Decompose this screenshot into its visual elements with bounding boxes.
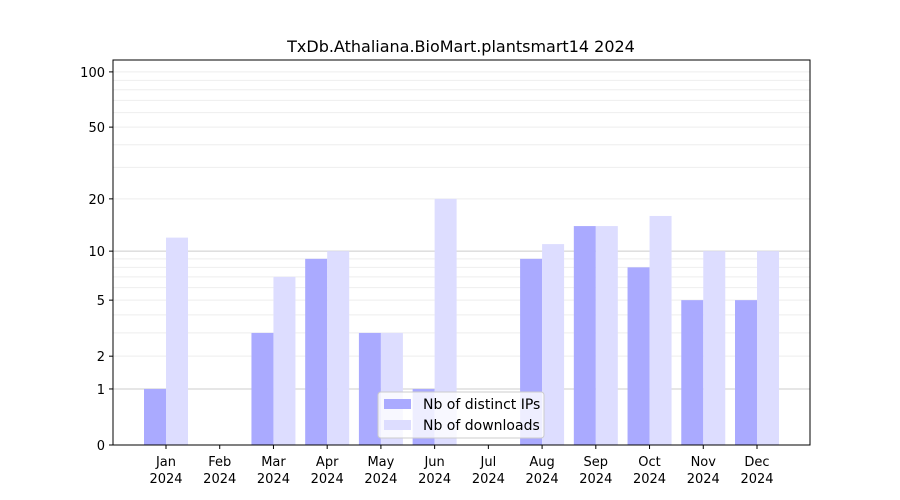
bar-downloads — [595, 226, 618, 445]
y-tick-label: 0 — [97, 439, 105, 454]
bar-downloads — [434, 198, 457, 445]
x-tick-label: Apr — [316, 455, 339, 470]
y-tick-label: 20 — [88, 193, 105, 208]
bar-downloads — [273, 276, 296, 445]
x-tick-label: 2024 — [526, 472, 559, 487]
x-tick-label: 2024 — [472, 472, 505, 487]
x-tick-label: Jun — [423, 455, 444, 470]
bar-downloads — [703, 251, 726, 445]
x-tick-label: 2024 — [633, 472, 666, 487]
x-tick-label: 2024 — [418, 472, 451, 487]
bar-distinct-ips — [573, 226, 596, 445]
plot-frame — [112, 59, 811, 446]
x-tick-label: 2024 — [257, 472, 290, 487]
y-tick-label: 50 — [88, 121, 105, 136]
bar-downloads — [757, 251, 779, 445]
bar-distinct-ips — [358, 332, 381, 445]
bar-downloads — [327, 251, 350, 445]
x-tick-label: Aug — [529, 455, 554, 470]
x-tick-label: 2024 — [579, 472, 612, 487]
x-tick-label: 2024 — [149, 472, 182, 487]
x-tick-label: 2024 — [364, 472, 397, 487]
x-tick-label: Nov — [691, 455, 717, 470]
bar-downloads — [649, 215, 672, 445]
legend-swatch-downloads — [384, 420, 411, 430]
x-tick-label: Dec — [744, 455, 769, 470]
x-tick-label: Feb — [208, 455, 231, 470]
x-tick-label: Mar — [261, 455, 286, 470]
y-tick-label: 10 — [88, 245, 105, 260]
bar-downloads — [166, 237, 188, 445]
bar-distinct-ips — [681, 300, 704, 445]
legend-label-ips: Nb of distinct IPs — [423, 397, 540, 413]
x-tick-label: Jul — [480, 455, 497, 470]
bar-downloads — [542, 244, 565, 445]
y-tick-label: 2 — [97, 350, 105, 365]
y-tick-label: 5 — [97, 294, 105, 309]
x-tick-label: Jan — [155, 455, 176, 470]
legend-label-downloads: Nb of downloads — [423, 418, 540, 434]
bar-distinct-ips — [251, 332, 274, 445]
bar-distinct-ips — [305, 258, 328, 445]
bar-distinct-ips — [627, 267, 650, 445]
chart-title: TxDb.Athaliana.BioMart.plantsmart14 2024 — [286, 37, 635, 56]
x-tick-label: 2024 — [687, 472, 720, 487]
x-tick-label: Sep — [584, 455, 609, 470]
x-tick-label: 2024 — [740, 472, 773, 487]
y-tick-label: 1 — [97, 383, 105, 398]
y-tick-label: 100 — [80, 66, 105, 81]
x-tick-label: May — [367, 455, 394, 470]
legend-swatch-ips — [384, 399, 411, 409]
x-tick-label: 2024 — [203, 472, 236, 487]
x-tick-label: Oct — [638, 455, 660, 470]
x-tick-label: 2024 — [311, 472, 344, 487]
bar-distinct-ips — [735, 300, 757, 445]
legend: Nb of distinct IPs Nb of downloads — [377, 391, 545, 439]
bar-distinct-ips — [144, 388, 166, 445]
